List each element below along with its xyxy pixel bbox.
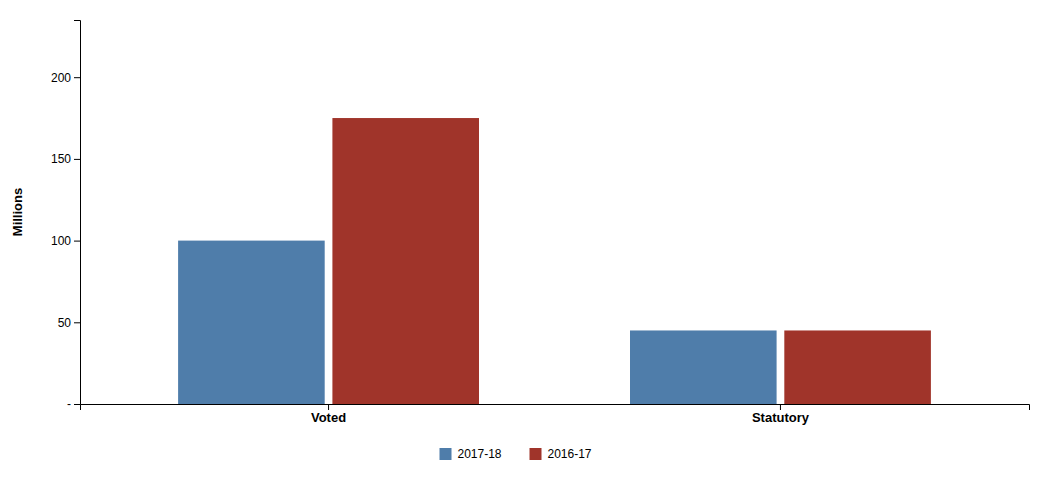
x-tick: Statutory — [752, 404, 810, 425]
legend-label: 2016-17 — [548, 447, 592, 461]
bar — [784, 330, 931, 404]
bars — [178, 118, 931, 404]
legend-swatch — [440, 448, 452, 460]
y-tick-label: - — [67, 397, 71, 411]
chart-svg: - 50 100 150 200 Voted Statutory Millions 2017-1… — [0, 0, 1059, 484]
x-tick-label: Voted — [311, 410, 346, 425]
y-tick: - — [67, 397, 80, 411]
y-tick-mark — [74, 241, 80, 242]
bar — [178, 241, 325, 404]
x-tick-label: Statutory — [752, 410, 810, 425]
legend-swatch — [530, 448, 542, 460]
y-axis-title: Millions — [10, 188, 25, 236]
y-tick-mark — [74, 404, 80, 405]
bar — [332, 118, 479, 404]
x-axis: Voted Statutory — [81, 404, 1030, 425]
legend-label: 2017-18 — [458, 447, 502, 461]
legend-item: 2016-17 — [530, 447, 592, 461]
y-tick-label: 150 — [51, 152, 71, 166]
bar — [630, 330, 777, 404]
x-tick: Voted — [311, 404, 346, 425]
y-tick-label: 50 — [58, 316, 72, 330]
legend: 2017-18 2016-17 — [440, 447, 592, 461]
legend-item: 2017-18 — [440, 447, 502, 461]
y-tick-mark — [74, 77, 80, 78]
y-tick: 50 — [58, 316, 80, 330]
y-axis-line — [74, 21, 81, 405]
y-tick-mark — [74, 322, 80, 323]
y-tick-mark — [74, 159, 80, 160]
y-tick-label: 100 — [51, 234, 71, 248]
chart-container: - 50 100 150 200 Voted Statutory Millions 2017-1… — [0, 0, 1059, 484]
bar-series — [332, 118, 930, 404]
plot: - 50 100 150 200 Voted Statutory — [51, 21, 1030, 426]
y-tick: 200 — [51, 71, 80, 85]
x-axis-line — [81, 405, 1030, 411]
y-tick: 100 — [51, 234, 80, 248]
x-tick-mark — [780, 404, 781, 410]
y-axis: - 50 100 150 200 — [51, 21, 81, 412]
x-tick-mark — [328, 404, 329, 410]
y-tick: 150 — [51, 152, 80, 166]
y-tick-label: 200 — [51, 71, 71, 85]
